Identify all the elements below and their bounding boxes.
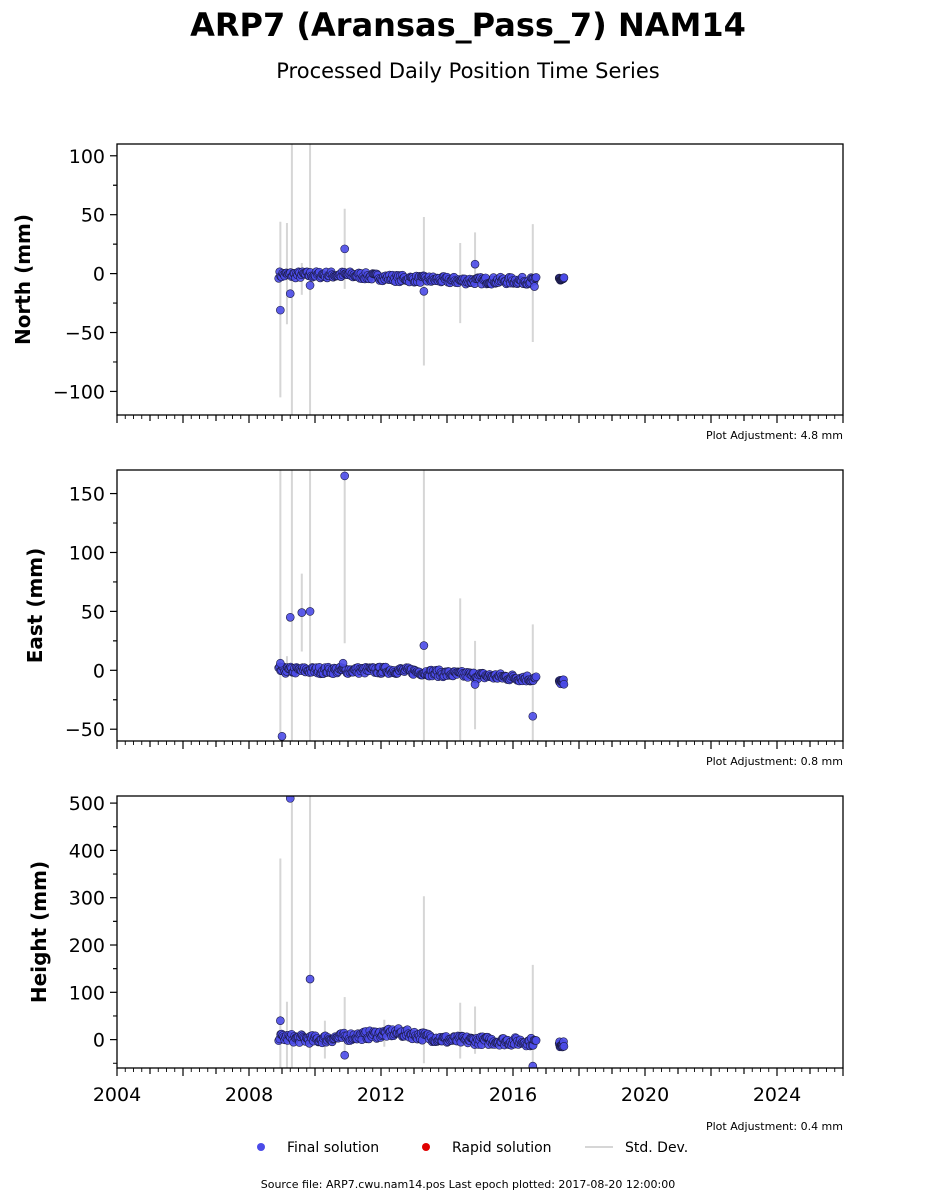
final-solution-outlier	[276, 305, 285, 315]
final-solution-outlier	[285, 612, 295, 622]
figure-subtitle: Processed Daily Position Time Series	[276, 59, 660, 83]
y-tick-label: 0	[93, 1030, 105, 1052]
legend-rapid-label: Rapid solution	[452, 1140, 552, 1156]
final-solution-outlier	[419, 286, 429, 296]
final-solution-outlier	[528, 1061, 538, 1068]
final-solution-point	[531, 273, 541, 282]
y-tick-label: 500	[69, 793, 105, 815]
y-tick-label: 200	[69, 935, 105, 957]
y-tick-label: −50	[65, 323, 105, 345]
legend: Final solution Rapid solution Std. Dev.	[257, 1140, 688, 1156]
y-tick-label: 50	[81, 205, 105, 227]
x-tick-label: 2012	[357, 1084, 405, 1106]
final-solution-outlier	[297, 608, 307, 617]
final-solution-point	[531, 1036, 541, 1045]
final-solution-outlier	[340, 1050, 350, 1060]
final-solution-outlier	[285, 289, 295, 298]
final-solution-outlier	[338, 658, 348, 668]
y-axis-label: East (mm)	[23, 548, 47, 664]
x-tick-label: 2020	[621, 1084, 669, 1106]
x-tick-label: 2008	[225, 1084, 273, 1106]
y-tick-label: 100	[69, 146, 105, 168]
plot-adjustment-note: Plot Adjustment: 0.8 mm	[706, 755, 843, 768]
y-axis-label: Height (mm)	[27, 861, 51, 1003]
final-solution-outlier	[277, 731, 287, 741]
plot-area	[274, 144, 569, 415]
panel-2: 0 100 200 300 400 500 2004 2008 2012 2016 2020 2024…	[27, 793, 844, 1133]
legend-final-label: Final solution	[287, 1140, 379, 1156]
x-tick-label: 2004	[93, 1084, 141, 1106]
y-tick-label: 150	[69, 484, 105, 506]
final-solution-outlier	[305, 974, 315, 984]
plot-adjustment-note: Plot Adjustment: 4.8 mm	[706, 429, 843, 442]
y-tick-label: 0	[93, 264, 105, 286]
plot-area	[274, 796, 569, 1068]
y-tick-label: 400	[69, 840, 105, 862]
legend-rapid-marker	[422, 1143, 430, 1151]
panel-0: −100 −50 0 50 100 North (mm) Plot Adjustment: …	[11, 143, 844, 442]
final-solution-outlier	[305, 281, 315, 290]
x-tick-label: 2016	[489, 1084, 537, 1106]
y-tick-label: −50	[65, 719, 105, 741]
x-tick-label: 2024	[753, 1084, 801, 1106]
final-solution-outlier	[276, 1016, 285, 1025]
figure-title: ARP7 (Aransas_Pass_7) NAM14	[190, 6, 746, 44]
final-solution-point	[559, 273, 569, 282]
axes-frame	[116, 469, 844, 742]
source-footer: Source file: ARP7.cwu.nam14.pos Last epo…	[261, 1178, 675, 1191]
axes-frame	[116, 795, 844, 1069]
y-tick-label: −100	[53, 381, 105, 403]
final-solution-outlier	[470, 259, 480, 269]
final-solution-point	[559, 679, 569, 689]
y-tick-label: 100	[69, 542, 105, 564]
final-solution-outlier	[470, 680, 480, 689]
y-tick-label: 300	[69, 888, 105, 910]
y-tick-label: 50	[81, 601, 105, 623]
panel-1: −50 0 50 100 150 East (mm) Plot Adjustment: 0.…	[23, 469, 844, 768]
final-solution-point	[531, 672, 541, 682]
final-solution-point	[559, 1042, 569, 1051]
final-solution-outlier	[305, 607, 315, 616]
final-solution-outlier	[340, 244, 350, 254]
legend-stddev-label: Std. Dev.	[625, 1140, 688, 1156]
panels: −100 −50 0 50 100 North (mm) Plot Adjustment: …	[11, 143, 844, 1133]
final-solution-outlier	[530, 282, 539, 291]
final-solution-outlier	[276, 658, 285, 668]
y-tick-label: 0	[93, 660, 105, 682]
final-solution-outlier	[340, 471, 350, 481]
legend-final-marker	[257, 1143, 265, 1151]
final-solution-outlier	[419, 641, 429, 650]
y-tick-label: 100	[69, 982, 105, 1004]
plot-adjustment-note: Plot Adjustment: 0.4 mm	[706, 1120, 843, 1133]
final-solution-outlier	[285, 796, 295, 803]
plot-area	[274, 470, 569, 741]
final-solution-outlier	[528, 711, 538, 721]
y-axis-label: North (mm)	[11, 214, 35, 345]
